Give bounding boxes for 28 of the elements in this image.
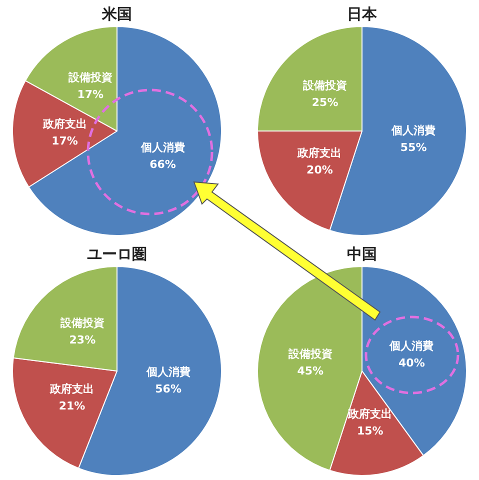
- slice-label: 個人消費: [140, 141, 185, 154]
- slice-label: 個人消費: [390, 124, 436, 138]
- chart-title: ユーロ圏: [87, 244, 147, 263]
- slice-label: 政府支出: [296, 146, 342, 160]
- slice-label: 設備投資: [59, 316, 104, 330]
- slice-label: 政府支出: [49, 382, 94, 396]
- data-label: 25%: [312, 96, 338, 109]
- slice-label: 設備投資: [287, 348, 332, 361]
- slice-label: 政府支出: [347, 407, 392, 420]
- chart-title: 日本: [347, 4, 378, 23]
- data-label: 20%: [306, 164, 333, 177]
- slice-label: 個人消費: [388, 340, 434, 353]
- slice-label: 設備投資: [302, 78, 348, 92]
- slice-label: 政府支出: [42, 118, 87, 130]
- data-label: 17%: [77, 88, 104, 101]
- data-label: 56%: [155, 382, 182, 396]
- slice-label: 設備投資: [67, 70, 112, 84]
- data-label: 45%: [297, 364, 324, 378]
- chart-title: 米国: [101, 4, 132, 23]
- slice-label: 個人消費: [145, 366, 190, 379]
- data-label: 17%: [52, 134, 78, 148]
- data-label: 21%: [58, 399, 86, 412]
- data-label: 66%: [150, 158, 176, 172]
- data-label: 55%: [400, 141, 427, 154]
- data-label: 15%: [357, 424, 384, 438]
- chart-title: 中国: [347, 244, 377, 263]
- data-label: 40%: [398, 356, 425, 370]
- data-label: 23%: [69, 334, 96, 347]
